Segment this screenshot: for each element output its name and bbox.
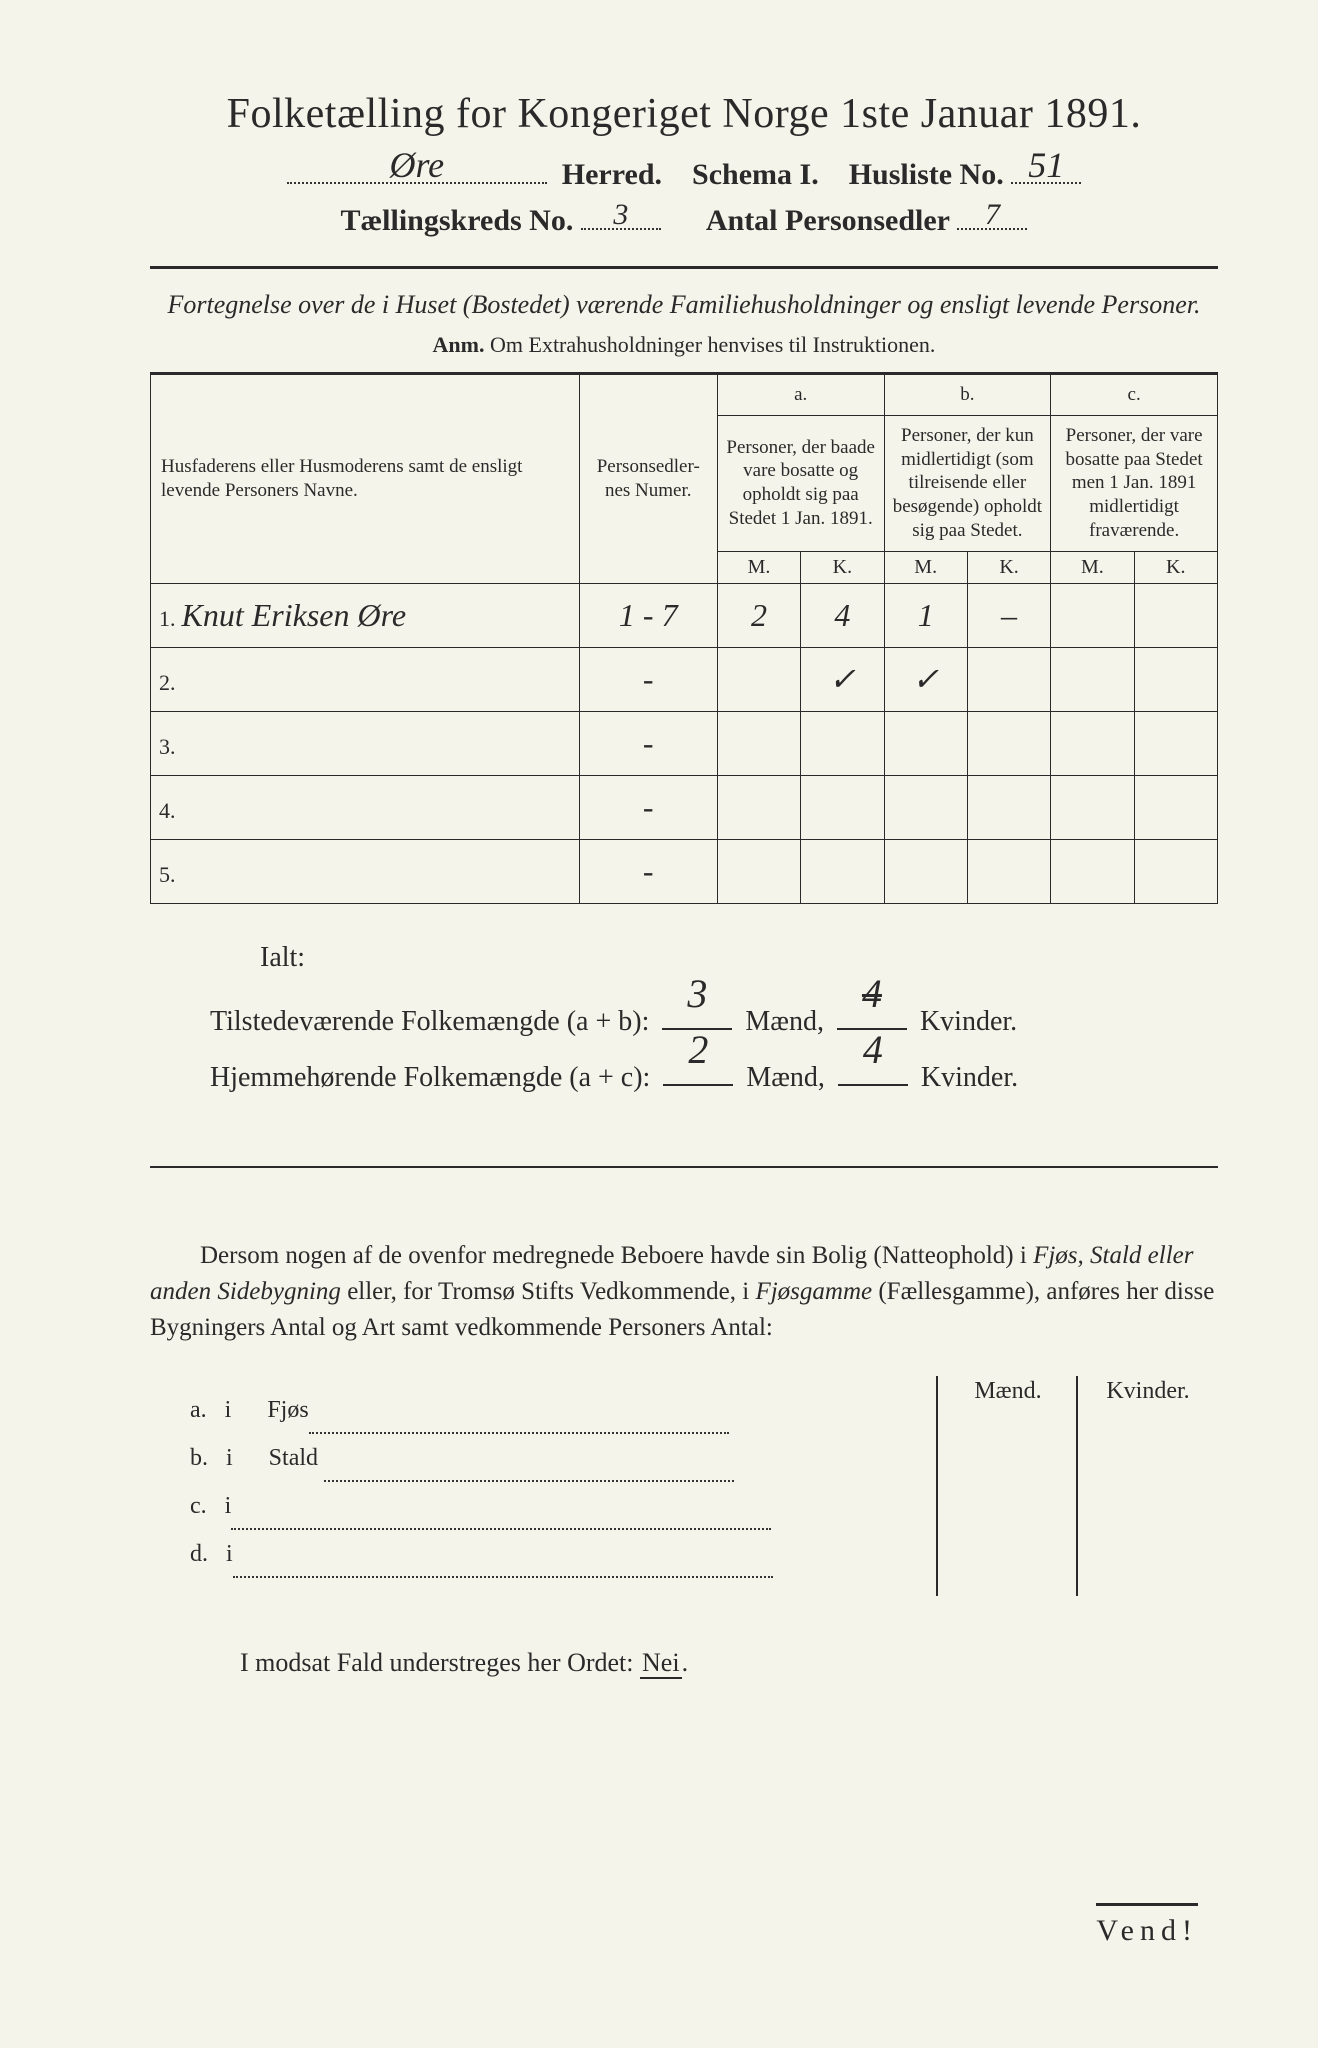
subtitle: Fortegnelse over de i Huset (Bostedet) v…: [150, 287, 1218, 322]
husliste-label: Husliste No.: [849, 158, 1004, 191]
col-a-top: a.: [717, 374, 884, 416]
herred-value: Øre: [389, 144, 444, 186]
col-b-m: M.: [884, 551, 967, 583]
table-row: 1.Knut Eriksen Øre 1 - 7 2 4 1 –: [151, 583, 1218, 647]
vline: [1076, 1376, 1078, 1596]
row1-name: Knut Eriksen Øre: [182, 597, 407, 633]
totals-block: Ialt: Tilstedeværende Folkemængde (a + b…: [210, 930, 1218, 1106]
table-row: 3. -: [151, 711, 1218, 775]
nei-word: Nei: [640, 1648, 682, 1679]
building-lines: a. i Fjøs b. i Stald c. i d. i: [190, 1386, 1218, 1578]
header-line-2: Tællingskreds No. 3 Antal Personsedler 7: [150, 202, 1218, 238]
anm-line: Anm. Om Extrahusholdninger henvises til …: [150, 332, 1218, 358]
resident-k: 4: [863, 1010, 883, 1090]
census-form-page: Folketælling for Kongeriget Norge 1ste J…: [0, 0, 1318, 2048]
resident-m: 2: [688, 1010, 708, 1090]
col-c-header: Personer, der vare bosatte paa Stedet me…: [1051, 415, 1218, 551]
col-name-header: Husfaderens eller Husmoderens samt de en…: [151, 374, 580, 584]
census-table: Husfaderens eller Husmoderens samt de en…: [150, 372, 1218, 904]
kreds-label: Tællingskreds No.: [341, 204, 574, 237]
antal-value: 7: [985, 198, 1000, 232]
table-row: 2. - ✓ ✓: [151, 647, 1218, 711]
husliste-value: 51: [1028, 144, 1064, 186]
building-paragraph: Dersom nogen af de ovenfor medregnede Be…: [150, 1238, 1218, 1347]
vend-label: Vend!: [1096, 1903, 1198, 1948]
col-num-header: Personsedler-nes Numer.: [579, 374, 717, 584]
page-title: Folketælling for Kongeriget Norge 1ste J…: [150, 90, 1218, 138]
divider: [150, 1166, 1218, 1168]
total-present: Tilstedeværende Folkemængde (a + b): 3 M…: [210, 994, 1218, 1050]
row1-aK: 4: [801, 583, 884, 647]
herred-label: Herred.: [562, 158, 662, 191]
kreds-value: 3: [613, 198, 628, 232]
table-row: 5. -: [151, 839, 1218, 903]
building-row: c. i: [190, 1482, 918, 1530]
col-b-k: K.: [967, 551, 1050, 583]
ialt-label: Ialt:: [260, 930, 1218, 986]
building-row: b. i Stald: [190, 1434, 918, 1482]
mk-header: Mænd. Kvinder.: [938, 1378, 1218, 1405]
maend-header: Mænd.: [938, 1378, 1078, 1405]
kvinder-header: Kvinder.: [1078, 1378, 1218, 1405]
vline: [936, 1376, 938, 1596]
row1-aM: 2: [717, 583, 800, 647]
table-row: 4. -: [151, 775, 1218, 839]
col-c-top: c.: [1051, 374, 1218, 416]
col-c-k: K.: [1134, 551, 1217, 583]
anm-label: Anm.: [433, 332, 485, 357]
col-b-top: b.: [884, 374, 1051, 416]
row1-bM: 1: [884, 583, 967, 647]
row1-cK: [1134, 583, 1217, 647]
row1-num: 1 - 7: [579, 583, 717, 647]
col-b-header: Personer, der kun midlertidigt (som tilr…: [884, 415, 1051, 551]
schema-label: Schema I.: [692, 158, 819, 191]
antal-label: Antal Personsedler: [706, 204, 950, 237]
anm-text: Om Extrahusholdninger henvises til Instr…: [490, 332, 935, 357]
total-resident: Hjemmehørende Folkemængde (a + c): 2 Mæn…: [210, 1050, 1218, 1106]
header-line-1: Øre Herred. Schema I. Husliste No. 51: [150, 156, 1218, 192]
building-row: a. i Fjøs: [190, 1386, 918, 1434]
row1-cM: [1051, 583, 1134, 647]
nei-line: I modsat Fald understreges her Ordet: Ne…: [240, 1648, 1218, 1678]
col-c-m: M.: [1051, 551, 1134, 583]
col-a-k: K.: [801, 551, 884, 583]
col-a-m: M.: [717, 551, 800, 583]
divider: [150, 266, 1218, 269]
col-a-header: Personer, der baade vare bosatte og opho…: [717, 415, 884, 551]
building-row: d. i: [190, 1530, 918, 1578]
row1-bK: –: [967, 583, 1050, 647]
building-block: Mænd. Kvinder. a. i Fjøs b. i Stald c. i…: [150, 1386, 1218, 1578]
